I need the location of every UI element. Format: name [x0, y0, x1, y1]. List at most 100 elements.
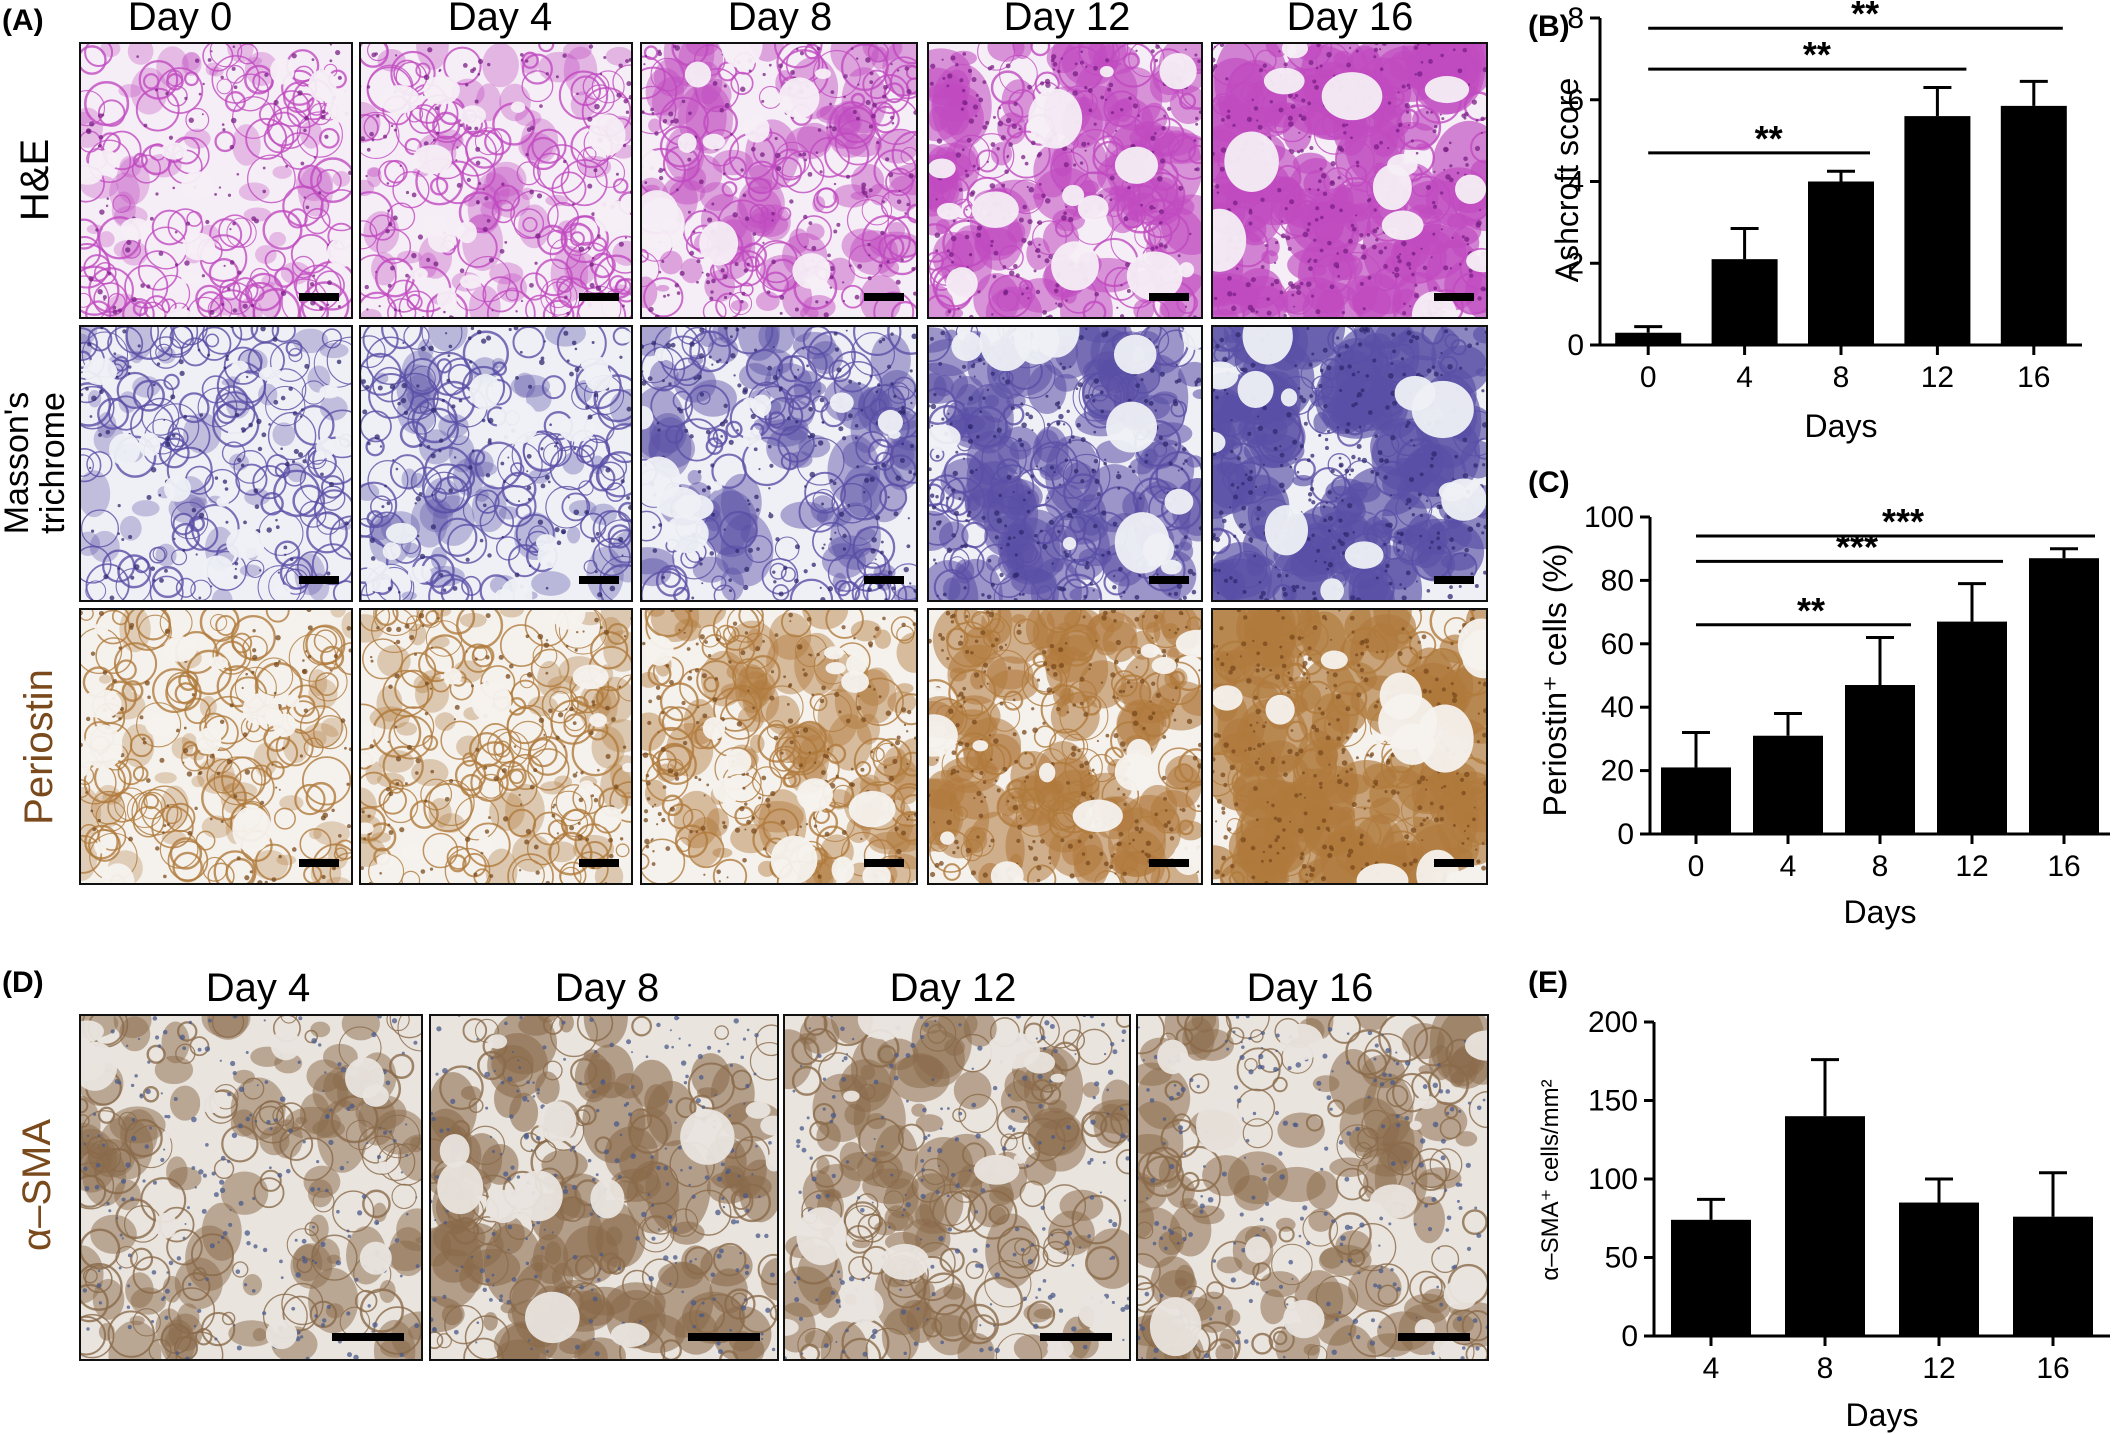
scale-bar [299, 576, 339, 584]
y-tick-label: 20 [1601, 755, 1634, 788]
column-title-day-16: Day 16 [1287, 0, 1414, 39]
bar-12 [1904, 116, 1971, 345]
x-tick-label: 16 [2036, 1352, 2069, 1385]
panel-letter-d: (D) [2, 966, 44, 999]
scale-bar [299, 293, 339, 301]
scale-bar [1398, 1333, 1470, 1341]
micrograph-row1-col5 [1211, 42, 1488, 319]
row-title-trichrome: trichrome [34, 392, 72, 534]
x-tick-label: 8 [1872, 850, 1889, 883]
bar-8 [1785, 1116, 1865, 1336]
d-micrograph-1 [79, 1014, 423, 1361]
d-column-title-day-12: Day 12 [890, 966, 1017, 1010]
micrograph-row2-col5 [1211, 325, 1488, 602]
bar-12 [1899, 1202, 1979, 1336]
y-tick-label: 6 [1567, 84, 1584, 117]
d-micrograph-4 [1136, 1014, 1489, 1361]
d-column-title-day-4: Day 4 [206, 966, 311, 1010]
scale-bar [579, 293, 619, 301]
y-tick-label: 50 [1605, 1242, 1638, 1275]
scale-bar [1434, 293, 1474, 301]
bar-0 [1661, 767, 1731, 834]
y-tick-label: 100 [1584, 501, 1634, 534]
scale-bar [1149, 859, 1189, 867]
row-title-periostin: Periostin [17, 669, 61, 825]
y-tick-label: 40 [1601, 691, 1634, 724]
x-tick-label: 0 [1640, 361, 1657, 394]
scale-bar [1434, 576, 1474, 584]
y-axis-label: Ashcroft score [1549, 78, 1585, 283]
x-tick-label: 4 [1703, 1352, 1720, 1385]
micrograph-row3-col1 [79, 608, 353, 885]
x-axis-label: Days [1846, 1397, 1919, 1433]
bar-16 [2000, 105, 2067, 345]
d-micrograph-3 [783, 1014, 1131, 1361]
scale-bar [1040, 1333, 1112, 1341]
micrograph-row3-col3 [640, 608, 918, 885]
y-tick-label: 150 [1588, 1085, 1638, 1118]
y-tick-label: 0 [1617, 818, 1634, 851]
bar-4 [1711, 259, 1778, 345]
row-title-alpha-sma: α–SMA [15, 1119, 59, 1251]
y-axis-label: α–SMA⁺ cells/mm² [1537, 1079, 1564, 1280]
d-column-title-day-8: Day 8 [555, 966, 660, 1010]
significance-label: ** [1803, 34, 1831, 75]
micrograph-row3-col2 [359, 608, 633, 885]
scale-bar [1149, 576, 1189, 584]
significance-label: *** [1836, 526, 1878, 567]
scale-bar [1434, 859, 1474, 867]
row-title-massons: Masson's [0, 392, 36, 535]
x-tick-label: 0 [1688, 850, 1705, 883]
panel-letter-a: (A) [2, 4, 44, 37]
scale-bar [864, 576, 904, 584]
significance-label: ** [1797, 590, 1825, 631]
x-tick-label: 16 [2047, 850, 2080, 883]
scale-bar [332, 1333, 404, 1341]
bar-0 [1615, 332, 1682, 345]
x-axis-label: Days [1844, 894, 1917, 930]
d-column-title-day-16: Day 16 [1247, 966, 1374, 1010]
panel-a: (A) Day 0 Day 4 Day 8 Day 12 Day 16 H&E Masso… [0, 0, 1488, 885]
scale-bar [579, 576, 619, 584]
chart-b: (B) 0 2 4 6 8 0 4 8 12 16 ** ** ** Days Ashcroft score [1528, 0, 2082, 444]
column-title-day-4: Day 4 [448, 0, 553, 39]
y-tick-label: 200 [1588, 1006, 1638, 1039]
micrograph-row2-col1 [79, 325, 353, 602]
bar-4 [1671, 1219, 1751, 1336]
row-title-he: H&E [13, 139, 57, 221]
panel-letter-e: (E) [1528, 966, 1568, 999]
scale-bar [688, 1333, 760, 1341]
micrograph-row1-col3 [640, 42, 918, 319]
y-tick-label: 60 [1601, 628, 1634, 661]
y-tick-label: 0 [1567, 329, 1584, 362]
x-tick-label: 8 [1817, 1352, 1834, 1385]
scale-bar [299, 859, 339, 867]
scale-bar [579, 859, 619, 867]
y-tick-label: 2 [1567, 247, 1584, 280]
y-tick-label: 0 [1621, 1320, 1638, 1353]
bar-4 [1753, 735, 1823, 834]
x-tick-label: 16 [2017, 361, 2050, 394]
micrograph-row3-col4 [927, 608, 1203, 885]
bar-16 [2029, 558, 2099, 834]
micrograph-row1-col4 [927, 42, 1203, 319]
y-axis-label: Periostin⁺ cells (%) [1537, 544, 1573, 817]
scale-bar [864, 293, 904, 301]
significance-label: ** [1851, 0, 1879, 34]
x-axis-label: Days [1805, 408, 1878, 444]
micrograph-row1-col2 [359, 42, 633, 319]
d-micrograph-2 [429, 1014, 779, 1361]
chart-e: (E) 0 50 100 150 200 4 8 12 16 Days α–SMA⁺ cells/mm… [1528, 966, 2110, 1433]
y-tick-label: 4 [1567, 166, 1584, 199]
bar-8 [1845, 685, 1915, 834]
scale-bar [864, 859, 904, 867]
micrograph-row1-col1 [79, 42, 353, 319]
panel-letter-c: (C) [1528, 466, 1570, 499]
column-title-day-0: Day 0 [128, 0, 233, 39]
x-tick-label: 12 [1922, 1352, 1955, 1385]
scale-bar [1149, 293, 1189, 301]
x-tick-label: 4 [1736, 361, 1753, 394]
column-title-day-8: Day 8 [728, 0, 833, 39]
